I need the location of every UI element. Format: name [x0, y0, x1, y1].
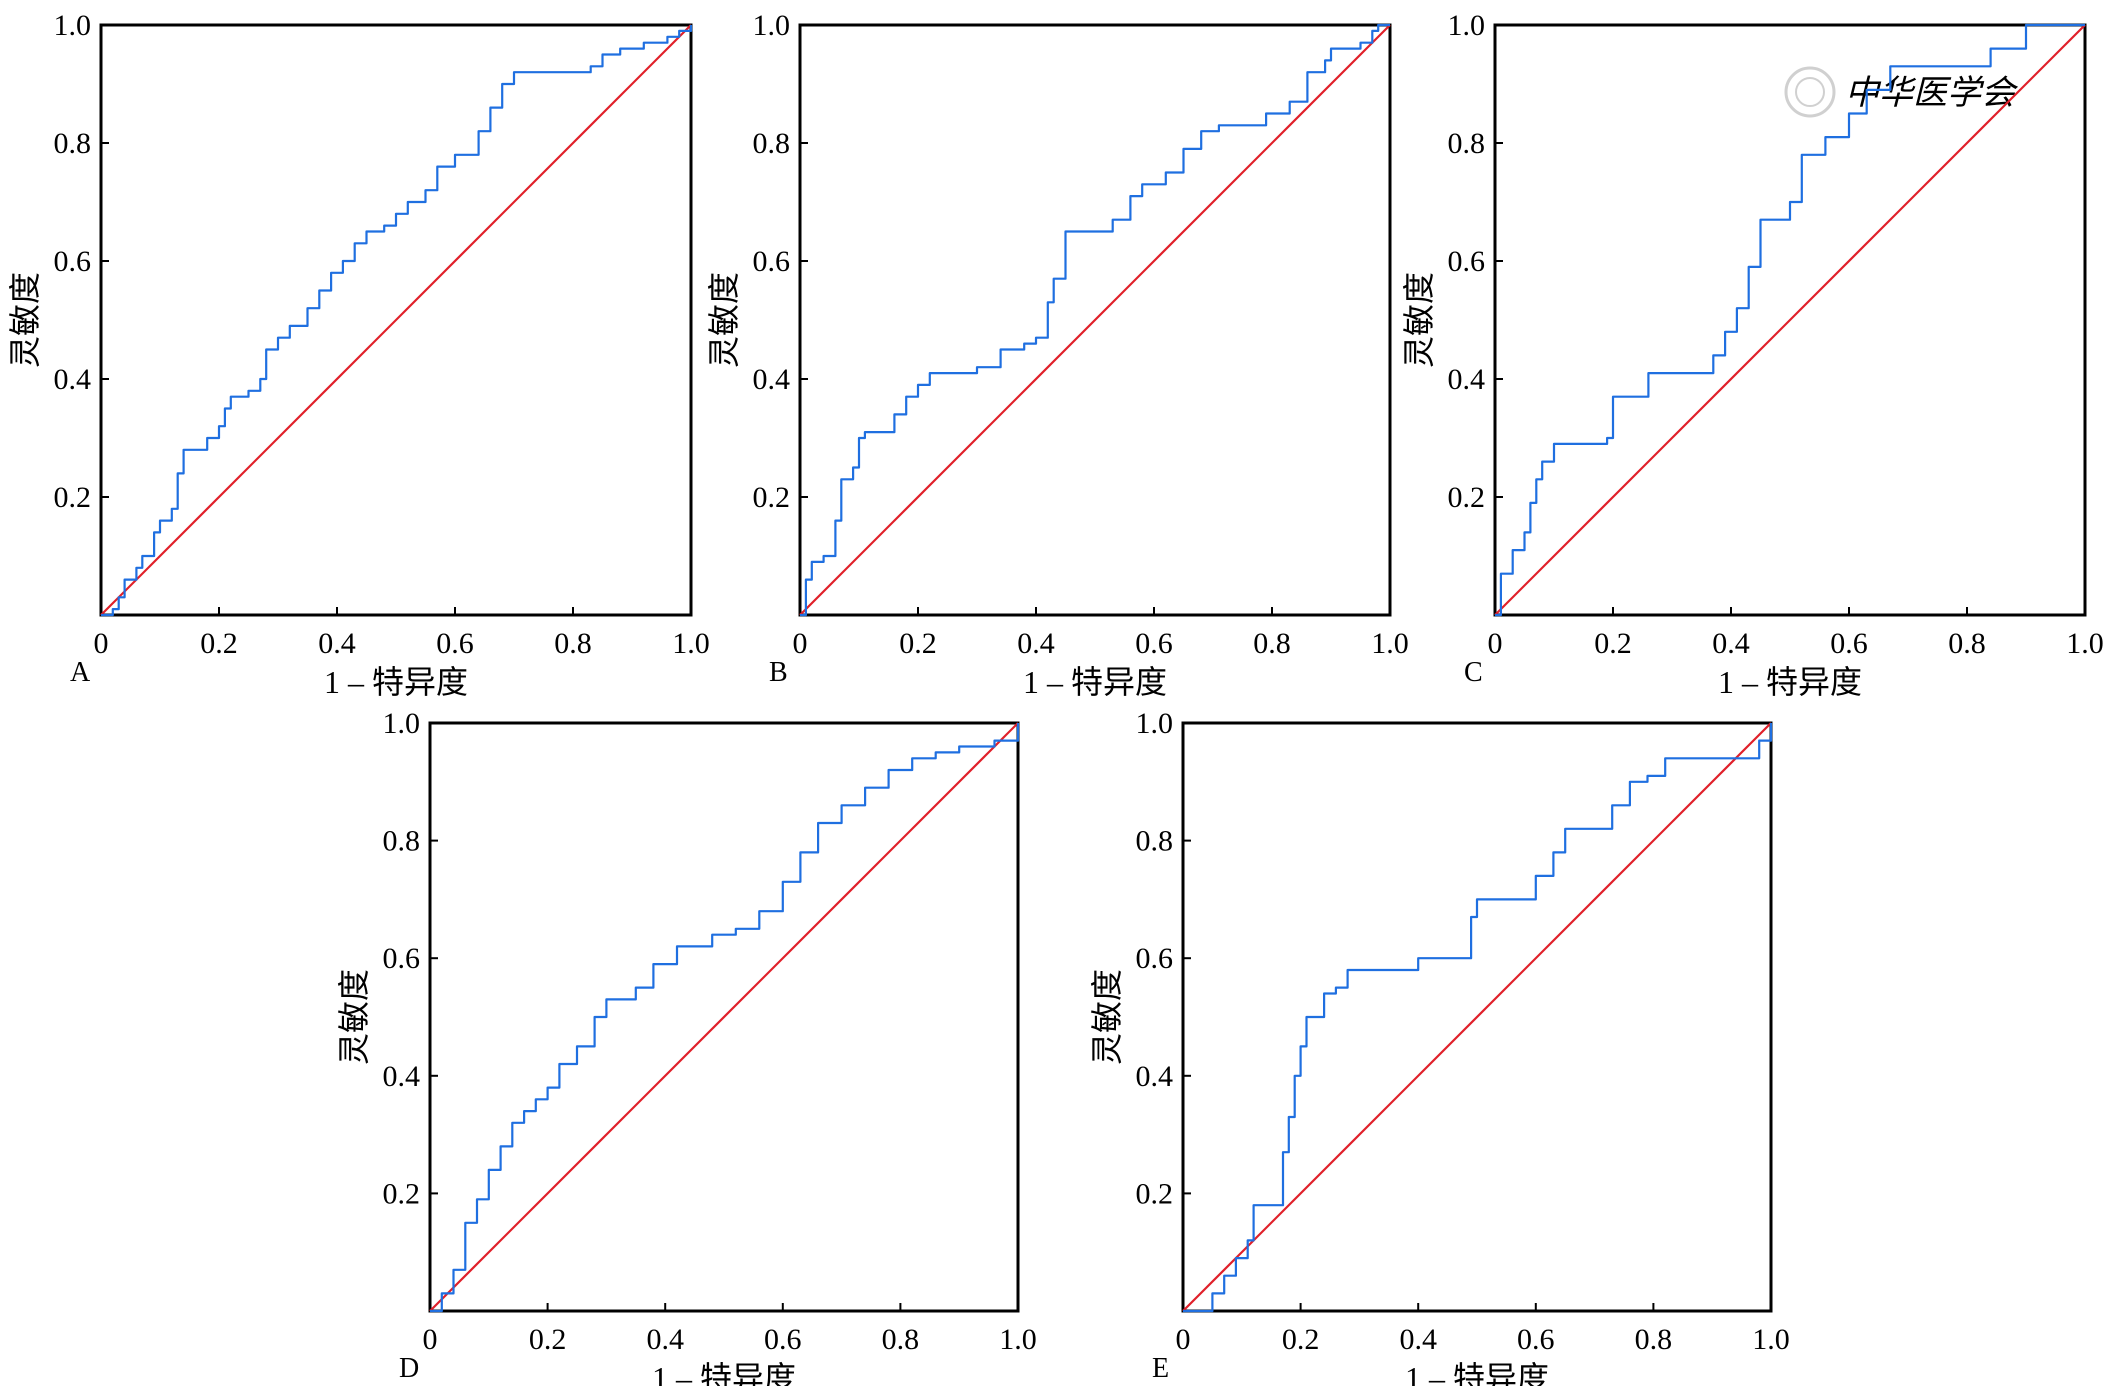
y-tick-label-b-4: 1.0: [753, 9, 791, 42]
x-tick-label-e-5: 1.0: [1752, 1323, 1790, 1356]
x-tick-label-d-1: 0.2: [529, 1323, 567, 1356]
y-tick-label-b-1: 0.4: [753, 363, 791, 396]
y-tick-label-d-3: 0.8: [383, 825, 421, 858]
y-tick-label-a-3: 0.8: [54, 127, 92, 160]
x-tick-label-b-3: 0.6: [1135, 627, 1173, 660]
x-tick-label-c-3: 0.6: [1830, 627, 1868, 660]
x-tick-label-e-0: 0: [1176, 1323, 1191, 1356]
watermark: 中华医学会: [1784, 66, 2019, 118]
y-tick-label-c-0: 0.2: [1448, 481, 1486, 514]
plot-frame-b: [798, 23, 1392, 617]
reference-line-e: [1182, 722, 1772, 1312]
x-tick-label-b-0: 0: [793, 627, 808, 660]
y-tick-label-d-4: 1.0: [383, 707, 421, 740]
panel-letter-a: A: [70, 657, 91, 688]
reference-line-a: [100, 24, 692, 616]
x-axis-title-e: 1 – 特异度: [1405, 1360, 1549, 1386]
y-tick-label-b-3: 0.8: [753, 127, 791, 160]
y-tick-label-c-2: 0.6: [1448, 245, 1486, 278]
y-tick-label-e-3: 0.8: [1136, 825, 1174, 858]
x-axis-title-c: 1 – 特异度: [1718, 664, 1862, 700]
y-axis-title-e: 灵敏度: [1089, 969, 1125, 1065]
x-tick-label-d-3: 0.6: [764, 1323, 802, 1356]
x-tick-label-a-1: 0.2: [200, 627, 238, 660]
x-tick-label-c-5: 1.0: [2066, 627, 2104, 660]
x-tick-label-e-3: 0.6: [1517, 1323, 1555, 1356]
roc-panel-e: 0 0.2 0.4 0.6 0.8 1.0 0.2 0.4 0.6 0.8 1.0 1 – 特异度 灵敏…: [1089, 707, 1790, 1386]
x-tick-label-e-1: 0.2: [1282, 1323, 1320, 1356]
x-axis-title-d: 1 – 特异度: [652, 1360, 796, 1386]
panel-letter-c: C: [1464, 657, 1483, 688]
y-tick-label-a-1: 0.4: [54, 363, 92, 396]
x-tick-label-d-5: 1.0: [999, 1323, 1037, 1356]
roc-panel-b: 0 0.2 0.4 0.6 0.8 1.0 0.2 0.4 0.6 0.8 1.0 1 – 特异度 灵敏…: [706, 9, 1409, 700]
y-tick-label-a-4: 1.0: [54, 9, 92, 42]
x-tick-label-a-0: 0: [94, 627, 109, 660]
x-tick-label-c-0: 0: [1488, 627, 1503, 660]
roc-curve-b: [800, 23, 1390, 617]
x-tick-label-a-2: 0.4: [318, 627, 356, 660]
y-tick-label-e-0: 0.2: [1136, 1177, 1174, 1210]
y-axis-title-a: 灵敏度: [7, 272, 43, 368]
y-tick-label-c-4: 1.0: [1448, 9, 1486, 42]
x-axis-title-b: 1 – 特异度: [1023, 664, 1167, 700]
roc-panel-c: 0 0.2 0.4 0.6 0.8 1.0 0.2 0.4 0.6 0.8 1.0 1 – 特异度 灵敏…: [1401, 9, 2104, 700]
x-tick-label-e-4: 0.8: [1635, 1323, 1673, 1356]
plot-frame-e: [1181, 721, 1773, 1313]
roc-curve-d: [430, 723, 1020, 1313]
y-tick-label-e-2: 0.6: [1136, 942, 1174, 975]
watermark-seal-icon: [1784, 66, 1836, 118]
y-axis-title-d: 灵敏度: [336, 969, 372, 1065]
roc-curve-c: [1495, 23, 2085, 617]
x-tick-label-d-4: 0.8: [882, 1323, 920, 1356]
y-tick-label-d-1: 0.4: [383, 1060, 421, 1093]
x-tick-label-a-3: 0.6: [436, 627, 474, 660]
x-tick-label-b-4: 0.8: [1253, 627, 1291, 660]
y-tick-label-b-2: 0.6: [753, 245, 791, 278]
x-tick-label-e-2: 0.4: [1399, 1323, 1437, 1356]
reference-line-c: [1494, 24, 2086, 616]
panel-letter-e: E: [1152, 1353, 1169, 1384]
x-tick-label-c-2: 0.4: [1712, 627, 1750, 660]
y-tick-label-e-4: 1.0: [1136, 707, 1174, 740]
y-tick-label-a-0: 0.2: [54, 481, 92, 514]
x-tick-label-d-0: 0: [423, 1323, 438, 1356]
x-tick-label-b-1: 0.2: [899, 627, 937, 660]
y-tick-label-d-2: 0.6: [383, 942, 421, 975]
panel-letter-d: D: [399, 1353, 419, 1384]
x-tick-label-c-4: 0.8: [1948, 627, 1986, 660]
plot-frame-a: [99, 23, 693, 617]
y-axis-title-b: 灵敏度: [706, 272, 742, 368]
x-tick-label-d-2: 0.4: [646, 1323, 684, 1356]
x-tick-label-c-1: 0.2: [1594, 627, 1632, 660]
reference-line-b: [799, 24, 1391, 616]
plot-frame-c: [1493, 23, 2087, 617]
x-axis-title-a: 1 – 特异度: [324, 664, 468, 700]
roc-curve-e: [1183, 723, 1773, 1313]
watermark-text: 中华医学会: [1845, 75, 2019, 112]
y-tick-label-b-0: 0.2: [753, 481, 791, 514]
y-tick-label-e-1: 0.4: [1136, 1060, 1174, 1093]
plot-frame-d: [428, 721, 1020, 1313]
roc-panel-d: 0 0.2 0.4 0.6 0.8 1.0 0.2 0.4 0.6 0.8 1.0 1 – 特异度 灵敏…: [336, 707, 1037, 1386]
watermark-seal-inner-icon: [1795, 77, 1825, 107]
roc-curve-a: [101, 25, 693, 617]
x-tick-label-a-4: 0.8: [554, 627, 592, 660]
y-tick-label-d-0: 0.2: [383, 1177, 421, 1210]
x-tick-label-a-5: 1.0: [672, 627, 710, 660]
roc-panel-a: 0 0.2 0.4 0.6 0.8 1.0 0.2 0.4 0.6 0.8 1.0 1 – 特异度 灵敏…: [7, 9, 710, 700]
y-axis-title-c: 灵敏度: [1401, 272, 1437, 368]
x-tick-label-b-5: 1.0: [1371, 627, 1409, 660]
y-tick-label-a-2: 0.6: [54, 245, 92, 278]
y-tick-label-c-3: 0.8: [1448, 127, 1486, 160]
panel-letter-b: B: [769, 657, 788, 688]
y-tick-label-c-1: 0.4: [1448, 363, 1486, 396]
x-tick-label-b-2: 0.4: [1017, 627, 1055, 660]
reference-line-d: [429, 722, 1019, 1312]
